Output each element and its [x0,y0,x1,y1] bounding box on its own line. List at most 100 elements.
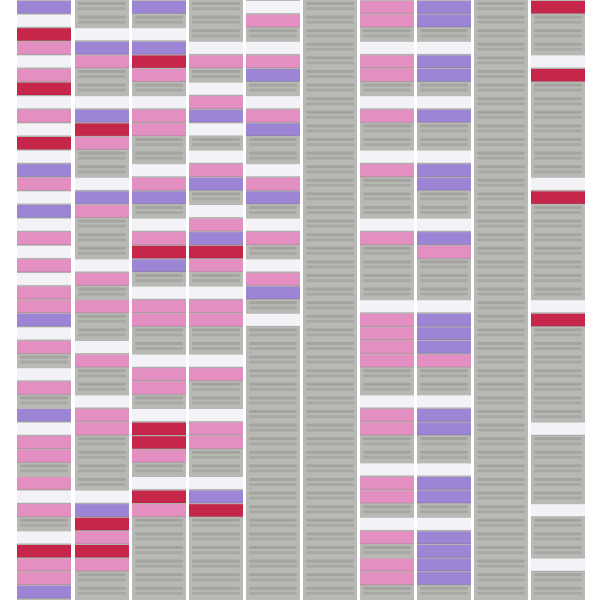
slot [192,450,240,454]
slot [306,532,354,536]
card [75,259,129,272]
slot [420,138,468,141]
slot [306,165,354,169]
card [417,531,471,544]
slot [477,523,525,527]
slot [78,328,126,332]
card [417,490,471,503]
card [132,177,186,191]
slot [249,251,297,255]
slot [477,265,525,269]
card [360,463,414,476]
card [417,109,471,123]
card [360,69,414,82]
slot [249,138,297,141]
slot [78,369,126,373]
slot [20,469,68,473]
slot [135,342,183,345]
slot [249,437,297,441]
slot [477,88,525,92]
slot [78,591,126,595]
slot [135,564,183,568]
slot [477,102,525,106]
card [246,313,300,327]
card [17,218,71,231]
slot [534,442,582,446]
slot [20,518,68,522]
slot [306,483,354,486]
slot [78,219,126,223]
card [75,354,129,367]
card [17,531,71,544]
slot [534,374,582,378]
slot [420,292,468,296]
card [189,313,243,327]
slot [20,464,68,468]
slot [477,129,525,133]
slot [135,15,183,19]
slot [477,469,525,473]
slot [420,83,468,87]
card [132,422,186,435]
card [132,300,186,313]
slot [534,143,582,146]
slot [306,355,354,359]
card [75,109,129,123]
slot [477,192,525,196]
slot [78,251,126,255]
slot [249,491,297,495]
card [17,164,71,177]
slot [534,224,582,228]
slot [477,279,525,282]
slot [363,505,411,509]
slot [477,450,525,454]
slot [306,415,354,418]
slot [420,88,468,92]
slot [306,233,354,237]
slot [534,469,582,473]
card [189,436,243,449]
slot [78,287,126,291]
slot [363,129,411,133]
card [17,273,71,286]
slot [249,246,297,250]
slot [249,586,297,590]
card [360,41,414,55]
slot [534,165,582,169]
card [531,69,585,82]
slot [306,143,354,146]
slot [363,455,411,459]
slot [249,328,297,332]
card [17,436,71,449]
card [360,218,414,231]
slot [249,523,297,527]
card [531,177,585,191]
slot [534,102,582,106]
slot [534,537,582,541]
slot [249,410,297,413]
slot [306,265,354,269]
slot [477,170,525,174]
slot [420,510,468,514]
card [75,273,129,286]
card [17,572,71,585]
slot [420,206,468,209]
slot [135,578,183,582]
slot [477,382,525,386]
slot [306,251,354,255]
slot [306,423,354,427]
slot [306,83,354,87]
card [417,395,471,408]
slot [135,333,183,337]
slot [477,34,525,38]
slot [249,88,297,92]
slot [363,382,411,386]
card [417,245,471,259]
slot [249,355,297,359]
slot [363,178,411,182]
card [417,558,471,571]
slot [306,2,354,5]
card [360,531,414,544]
slot [477,151,525,155]
card [246,177,300,191]
